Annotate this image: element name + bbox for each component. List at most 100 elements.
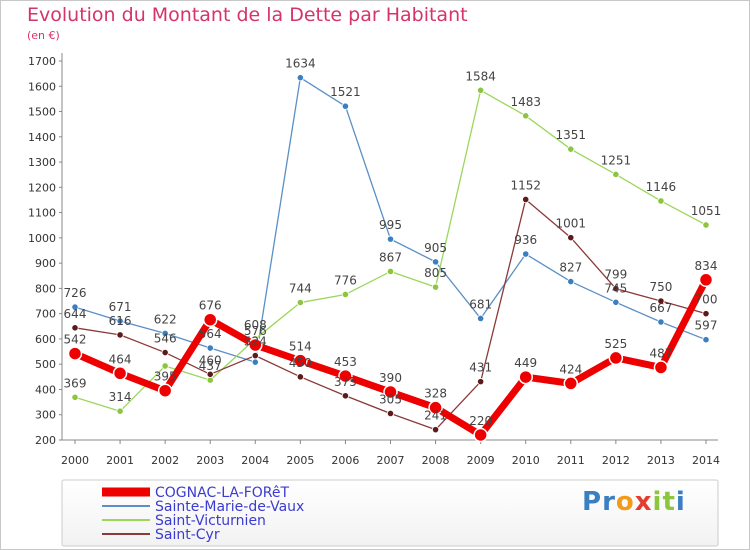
data-label: 644 <box>64 307 87 321</box>
data-label: 450 <box>289 356 312 370</box>
data-point <box>608 350 624 366</box>
data-label: 305 <box>379 392 402 406</box>
data-label: 671 <box>109 300 132 314</box>
data-point <box>477 378 485 386</box>
data-point <box>702 336 710 344</box>
legend-label: Saint-Cyr <box>155 527 220 543</box>
data-point <box>428 400 443 415</box>
x-tick-label: 2004 <box>241 454 269 467</box>
data-point <box>657 197 665 205</box>
data-label: 487 <box>649 346 672 360</box>
y-tick-label: 1000 <box>28 232 56 245</box>
data-label: 681 <box>469 297 492 311</box>
data-label: 542 <box>64 333 87 347</box>
data-label: 744 <box>289 282 312 296</box>
series-points <box>67 74 714 443</box>
data-point <box>338 368 353 384</box>
data-point <box>612 285 620 293</box>
data-label: 1051 <box>691 204 722 218</box>
y-tick-label: 300 <box>35 409 56 422</box>
data-point <box>341 102 350 110</box>
data-point <box>341 290 350 299</box>
data-label: 1251 <box>601 153 632 167</box>
logo-letter: i <box>652 487 663 517</box>
data-label: 241 <box>424 409 447 423</box>
data-point <box>383 384 398 400</box>
x-tick-label: 2010 <box>512 454 540 467</box>
data-label: 995 <box>379 218 402 232</box>
data-label: 867 <box>379 250 402 264</box>
data-point <box>248 337 263 353</box>
data-point <box>567 145 575 153</box>
data-point <box>296 298 304 307</box>
logo-letter: o <box>615 487 635 517</box>
data-label: 328 <box>424 387 447 401</box>
data-point <box>161 362 169 370</box>
data-label: 676 <box>199 299 222 313</box>
y-tick-label: 1400 <box>28 131 56 144</box>
data-label: 449 <box>514 356 537 370</box>
data-point <box>522 112 530 120</box>
data-label: 776 <box>334 273 357 287</box>
data-point <box>522 195 530 204</box>
proxiti-logo: Proxiti <box>582 487 686 517</box>
x-tick-label: 2007 <box>377 454 405 467</box>
data-point <box>477 314 485 323</box>
y-tick-label: 1100 <box>28 207 56 220</box>
data-label: 369 <box>64 376 87 390</box>
data-point <box>202 312 218 327</box>
data-label: 395 <box>154 370 177 384</box>
data-point <box>653 360 669 375</box>
data-label: 1521 <box>330 85 361 99</box>
data-label: 314 <box>109 390 132 404</box>
data-label: 805 <box>424 266 447 280</box>
data-label: 608 <box>244 318 267 332</box>
x-tick-label: 2005 <box>286 454 314 467</box>
y-tick-label: 900 <box>35 257 56 270</box>
data-point <box>112 366 128 381</box>
logo-letter: x <box>634 487 653 517</box>
data-point <box>293 353 308 368</box>
logo-letter: i <box>675 487 686 517</box>
x-tick-label: 2013 <box>647 454 675 467</box>
legend-box <box>61 479 719 547</box>
data-label: 431 <box>469 361 492 375</box>
data-label: 1483 <box>510 95 541 109</box>
x-tick-label: 2006 <box>331 454 359 467</box>
data-label: 616 <box>109 314 132 328</box>
data-label: 745 <box>604 281 627 295</box>
data-point <box>612 298 620 306</box>
data-point <box>161 329 169 337</box>
data-point <box>477 86 485 94</box>
data-point <box>518 369 533 385</box>
data-point <box>386 235 395 243</box>
data-point <box>386 267 395 276</box>
legend-label: COGNAC-LA-FORêT <box>155 485 290 501</box>
data-label: 390 <box>379 371 402 385</box>
data-label: 597 <box>695 319 718 333</box>
y-tick-label: 400 <box>35 383 56 396</box>
x-tick-label: 2014 <box>692 454 720 467</box>
logo-letter: r <box>602 487 616 517</box>
data-point <box>702 310 710 318</box>
data-point <box>567 234 575 242</box>
data-label: 1634 <box>285 57 316 71</box>
data-label: 453 <box>334 355 357 369</box>
data-label: 424 <box>559 362 582 376</box>
data-label: 667 <box>649 301 672 315</box>
y-tick-label: 1300 <box>28 156 56 169</box>
data-label: 750 <box>649 280 672 294</box>
data-point <box>296 373 304 381</box>
logo-letter: P <box>582 487 603 517</box>
legend-label: Sainte-Marie-de-Vaux <box>155 499 304 515</box>
data-point <box>563 376 579 391</box>
data-point <box>431 258 440 266</box>
data-label: 524 <box>244 335 267 349</box>
y-tick-label: 1200 <box>28 181 56 194</box>
value-labels: 726 671 622 564 1634 1521 995 905 681 936 827 745 66… <box>64 57 722 428</box>
y-tick-label: 200 <box>35 434 56 447</box>
data-point <box>71 393 79 401</box>
data-point <box>251 352 259 360</box>
